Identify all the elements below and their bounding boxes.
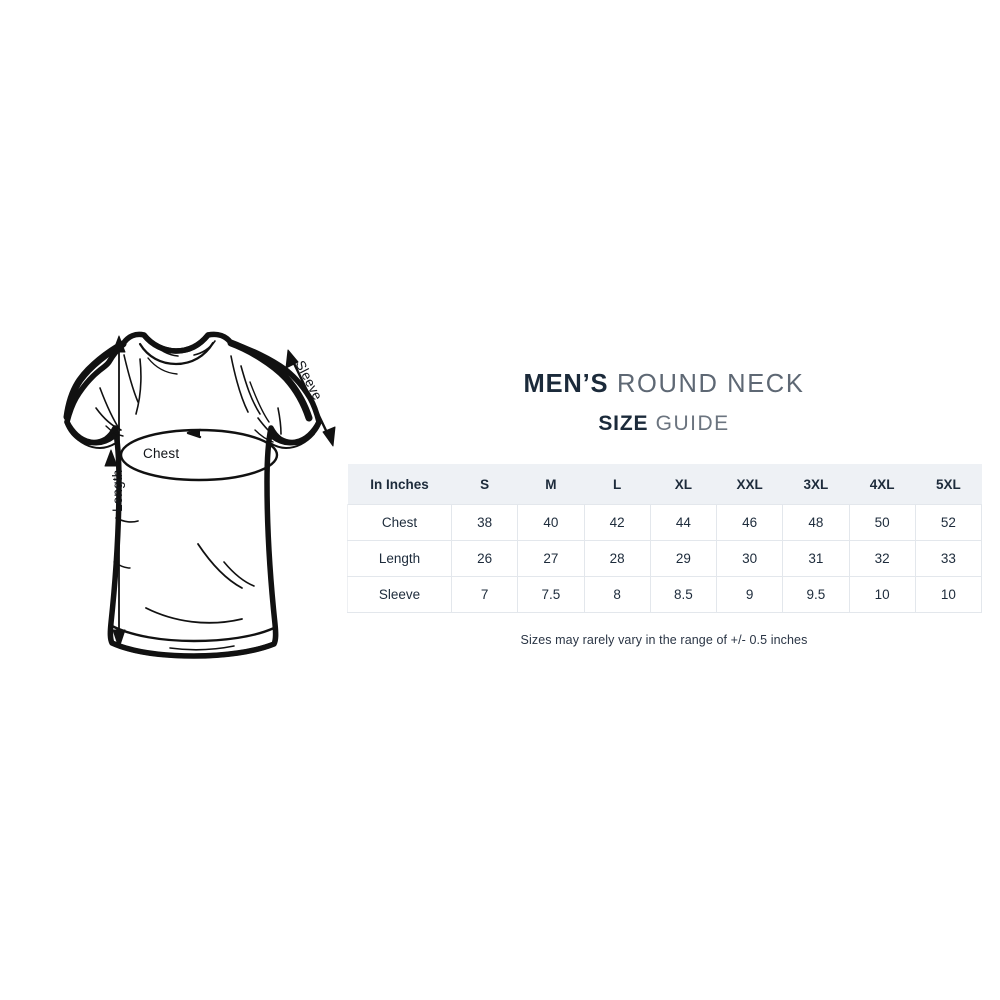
row-label-length: Length — [347, 540, 452, 578]
table-row: Chest 38 40 42 44 46 48 50 52 — [347, 504, 983, 542]
page-subtitle-strong: SIZE — [598, 411, 649, 435]
size-guide-panel: MEN’S ROUND NECK SIZE GUIDE In Inches S … — [347, 370, 983, 648]
column-header-xxl: XXL — [716, 464, 783, 505]
cell-chest-xxl: 46 — [715, 504, 784, 542]
cell-chest-s: 38 — [450, 504, 519, 542]
size-chart-header: In Inches S M L XL XXL 3XL 4XL 5XL — [347, 464, 982, 505]
tshirt-diagram — [28, 322, 368, 667]
size-variance-note: Sizes may rarely vary in the range of +/… — [520, 633, 808, 648]
cell-chest-xl: 44 — [649, 504, 718, 542]
chest-measure-label: Chest — [143, 446, 180, 461]
column-header-xl: XL — [650, 464, 717, 505]
column-header-m: M — [517, 464, 584, 505]
cell-length-3xl: 31 — [782, 540, 850, 578]
page-subtitle-rest: GUIDE — [655, 411, 730, 435]
cell-sleeve-l: 8 — [583, 576, 651, 614]
page-title-rest: ROUND NECK — [617, 370, 805, 398]
page-subtitle: SIZE GUIDE — [347, 412, 981, 436]
cell-length-xl: 29 — [649, 540, 718, 578]
cell-length-5xl: 33 — [914, 540, 983, 578]
size-chart-table: In Inches S M L XL XXL 3XL 4XL 5XL Chest… — [347, 464, 983, 614]
length-measure-label: Length — [110, 469, 125, 513]
cell-length-xxl: 30 — [715, 540, 784, 578]
cell-sleeve-3xl: 9.5 — [782, 576, 850, 614]
size-chart-body: Chest 38 40 42 44 46 48 50 52 Length 26 … — [347, 504, 983, 614]
cell-length-m: 27 — [517, 540, 585, 578]
cell-sleeve-5xl: 10 — [914, 576, 983, 614]
row-label-sleeve: Sleeve — [347, 576, 452, 614]
cell-length-s: 26 — [450, 540, 519, 578]
cell-length-4xl: 32 — [848, 540, 916, 578]
column-header-s: S — [451, 464, 518, 505]
table-row: Length 26 27 28 29 30 31 32 33 — [347, 540, 983, 578]
row-label-chest: Chest — [347, 504, 452, 542]
cell-chest-5xl: 52 — [914, 504, 983, 542]
cell-sleeve-xxl: 9 — [715, 576, 784, 614]
column-header-4xl: 4XL — [849, 464, 916, 505]
cell-chest-m: 40 — [517, 504, 585, 542]
cell-sleeve-xl: 8.5 — [649, 576, 718, 614]
column-header-l: L — [584, 464, 651, 505]
cell-chest-l: 42 — [583, 504, 651, 542]
cell-sleeve-4xl: 10 — [848, 576, 916, 614]
column-header-in-inches: In Inches — [347, 464, 452, 505]
column-header-3xl: 3XL — [782, 464, 849, 505]
cell-sleeve-m: 7.5 — [517, 576, 585, 614]
column-header-5xl: 5XL — [915, 464, 982, 505]
page-title: MEN’S ROUND NECK — [347, 370, 981, 399]
cell-sleeve-s: 7 — [450, 576, 519, 614]
table-header-row: In Inches S M L XL XXL 3XL 4XL 5XL — [347, 464, 982, 505]
cell-chest-3xl: 48 — [782, 504, 850, 542]
cell-length-l: 28 — [583, 540, 651, 578]
cell-chest-4xl: 50 — [848, 504, 916, 542]
table-row: Sleeve 7 7.5 8 8.5 9 9.5 10 10 — [347, 576, 983, 614]
page-title-strong: MEN’S — [523, 370, 609, 398]
